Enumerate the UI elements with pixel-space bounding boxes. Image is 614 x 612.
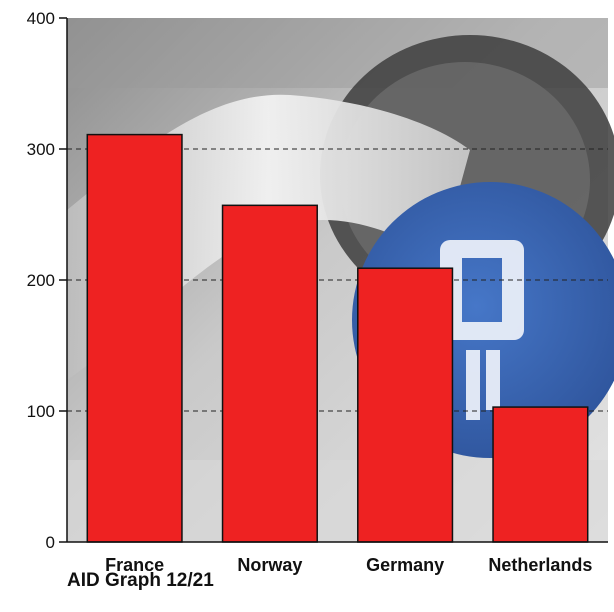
bar-norway <box>221 204 318 543</box>
bar-netherlands <box>492 406 589 543</box>
x-category-label: Netherlands <box>488 555 592 575</box>
x-category-label: Germany <box>366 555 444 575</box>
bar-germany <box>357 267 454 543</box>
y-tick-label: 200 <box>27 271 55 290</box>
x-category-label: France <box>105 555 164 575</box>
photo-plug-symbol <box>440 240 524 420</box>
x-labels: France Norway Germany Netherlands <box>105 555 592 575</box>
y-tick-label: 400 <box>27 9 55 28</box>
y-tick-label: 0 <box>46 533 55 552</box>
y-tick-label: 100 <box>27 402 55 421</box>
y-tick-label: 300 <box>27 140 55 159</box>
source-label: AID Graph 12/21 <box>67 570 214 591</box>
x-category-label: Norway <box>237 555 302 575</box>
y-ticks: 0 100 200 300 400 <box>27 9 67 552</box>
bar-france <box>86 133 183 543</box>
